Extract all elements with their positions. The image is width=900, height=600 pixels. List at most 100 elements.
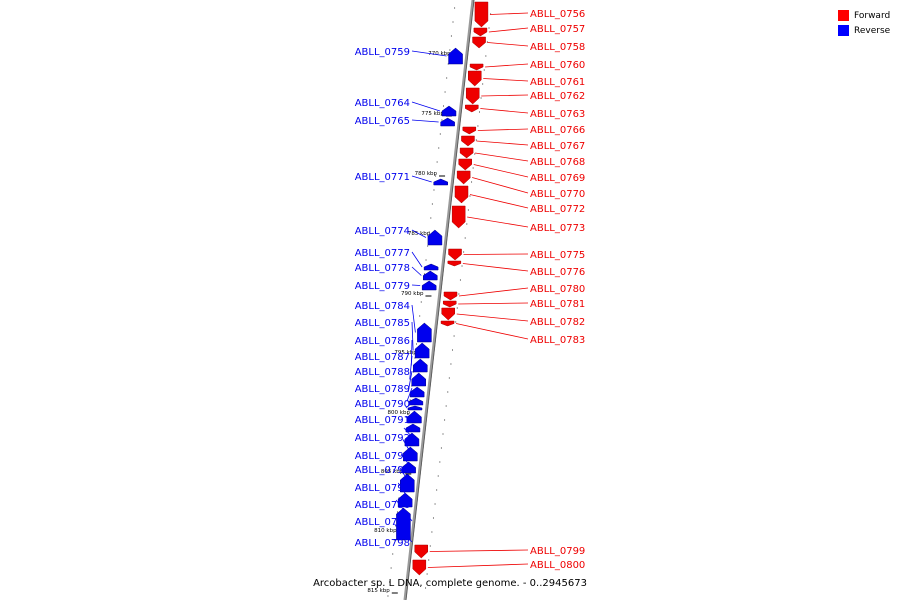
reverse-gene-arrow (423, 263, 439, 271)
reverse-gene-label: ABLL_0778 (355, 263, 410, 274)
reverse-gene-leader (407, 370, 413, 393)
reverse-gene-arrow (408, 397, 424, 406)
kbp-tick-label: 810 kbp (374, 528, 397, 534)
forward-gene-label: ABLL_0763 (530, 109, 585, 120)
forward-gene-leader (469, 194, 529, 209)
forward-gene-arrow (442, 300, 457, 308)
reverse-gene-leader (405, 416, 413, 420)
forward-gene-arrow (473, 27, 488, 37)
forward-gene-arrow (412, 559, 427, 576)
reverse-gene-arrow (405, 423, 421, 433)
reverse-gene-label: ABLL_0771 (355, 172, 410, 183)
legend-item-forward: Forward (838, 8, 900, 23)
reverse-gene-label: ABLL_0759 (355, 47, 410, 58)
reverse-gene-label: ABLL_0764 (355, 98, 410, 109)
reverse-gene-leader (411, 229, 427, 238)
forward-gene-label: ABLL_0768 (530, 157, 585, 168)
forward-gene-leader (477, 128, 529, 131)
reverse-gene-label: ABLL_0791 (355, 415, 410, 426)
reverse-gene-arrow (400, 473, 415, 493)
reverse-gene-leader (411, 304, 416, 333)
reverse-gene-label: ABLL_0765 (355, 116, 410, 127)
forward-swatch (838, 10, 849, 21)
reverse-gene-leader (411, 321, 414, 351)
reverse-gene-arrow (441, 105, 457, 117)
forward-gene-leader (480, 108, 529, 114)
forward-gene-label: ABLL_0772 (530, 204, 585, 215)
forward-gene-label: ABLL_0769 (530, 173, 585, 184)
forward-gene-arrow (469, 63, 484, 71)
forward-gene-leader (489, 12, 529, 15)
forward-gene-leader (427, 563, 529, 568)
forward-gene-arrow (451, 205, 466, 229)
forward-gene-label: ABLL_0766 (530, 125, 585, 136)
forward-gene-label: ABLL_0775 (530, 250, 585, 261)
reverse-gene-label: ABLL_0798 (355, 538, 410, 549)
forward-gene-leader (485, 63, 529, 68)
reverse-gene-label: ABLL_0797 (355, 517, 410, 528)
forward-gene-arrow (447, 260, 462, 267)
forward-gene-leader (455, 323, 529, 340)
reverse-gene-label: ABLL_0779 (355, 281, 410, 292)
legend: Forward Reverse (838, 8, 900, 38)
reverse-gene-label: ABLL_0788 (355, 367, 410, 378)
forward-gene-label: ABLL_0799 (530, 546, 585, 557)
forward-gene-leader (456, 313, 529, 322)
forward-gene-arrow (414, 544, 429, 559)
legend-item-reverse: Reverse (838, 23, 900, 38)
forward-gene-label: ABLL_0756 (530, 9, 585, 20)
forward-gene-label: ABLL_0758 (530, 42, 585, 53)
forward-gene-label: ABLL_0776 (530, 267, 585, 278)
forward-gene-leader (473, 164, 529, 178)
reverse-gene-arrow (397, 492, 413, 508)
reverse-gene-arrow (423, 270, 438, 281)
forward-gene-arrow (440, 320, 455, 327)
forward-gene-leader (458, 287, 529, 297)
reverse-gene-label: ABLL_0789 (355, 384, 410, 395)
reverse-gene-label: ABLL_0794 (355, 465, 410, 476)
forward-gene-leader (475, 152, 529, 162)
forward-gene-label: ABLL_0773 (530, 223, 585, 234)
forward-gene-arrow (441, 307, 455, 321)
kbp-tick-label: 790 kbp (401, 291, 424, 297)
forward-gene-leader (458, 302, 529, 305)
reverse-gene-leader (411, 50, 447, 57)
reverse-gene-leader (411, 101, 441, 112)
reverse-gene-label: ABLL_0786 (355, 336, 410, 347)
forward-gene-label: ABLL_0782 (530, 317, 585, 328)
reverse-gene-arrow (411, 372, 426, 387)
forward-gene-label: ABLL_0770 (530, 189, 585, 200)
forward-gene-leader (487, 42, 529, 47)
reverse-gene-label: ABLL_0774 (355, 226, 410, 237)
kbp-tick-label: 800 kbp (388, 410, 411, 416)
reverse-gene-leader (401, 453, 413, 470)
forward-gene-arrow (454, 185, 469, 204)
reverse-gene-leader (411, 119, 439, 123)
reverse-gene-arrow (421, 280, 437, 291)
forward-gene-leader (476, 140, 529, 146)
reverse-gene-leader (409, 355, 413, 380)
forward-gene-label: ABLL_0762 (530, 91, 585, 102)
reverse-gene-arrow (414, 342, 430, 359)
forward-gene-arrow (465, 104, 479, 113)
reverse-gene-label: ABLL_0784 (355, 301, 410, 312)
forward-gene-arrow (459, 147, 474, 159)
reverse-gene-arrow (427, 229, 443, 246)
reverse-gene-arrow (409, 386, 425, 398)
forward-gene-leader (472, 177, 529, 194)
forward-gene-leader (488, 27, 529, 33)
reverse-gene-leader (411, 251, 423, 268)
reverse-gene-leader (395, 499, 413, 522)
reverse-gene-arrow (417, 322, 432, 343)
reverse-gene-arrow (448, 47, 463, 65)
forward-gene-arrow (461, 135, 475, 147)
kbp-tick-label: 780 kbp (415, 171, 438, 177)
kbp-tick-label: 775 kbp (421, 111, 444, 117)
legend-label-reverse: Reverse (854, 25, 891, 36)
reverse-gene-label: ABLL_0777 (355, 248, 410, 259)
reverse-gene-arrow (396, 507, 411, 541)
forward-gene-arrow (472, 36, 486, 49)
legend-label-forward: Forward (854, 10, 891, 21)
reverse-gene-label: ABLL_0796 (355, 500, 410, 511)
